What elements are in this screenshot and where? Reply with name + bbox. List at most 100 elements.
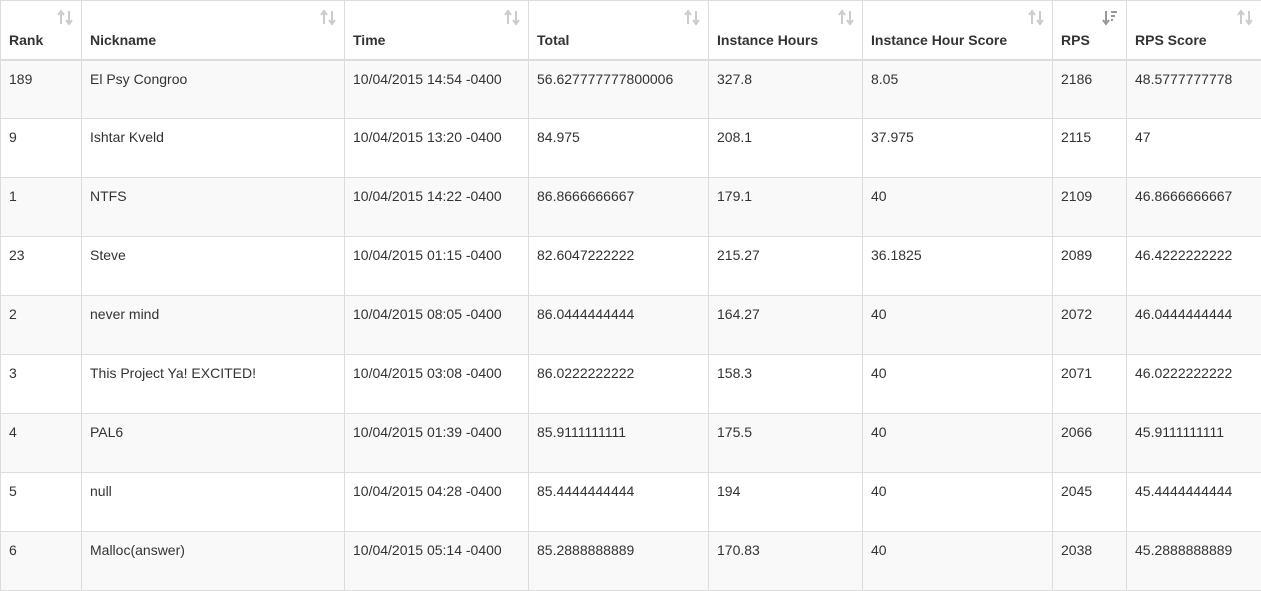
cell-rps: 2109 bbox=[1053, 178, 1127, 237]
cell-instance-hour-score: 37.975 bbox=[863, 119, 1053, 178]
cell-total: 85.4444444444 bbox=[529, 473, 709, 532]
cell-instance-hour-score: 8.05 bbox=[863, 60, 1053, 119]
cell-total: 86.8666666667 bbox=[529, 178, 709, 237]
cell-time: 10/04/2015 08:05 -0400 bbox=[345, 296, 529, 355]
column-header-label: RPS bbox=[1061, 32, 1090, 48]
sort-descending-icon[interactable] bbox=[1102, 9, 1118, 27]
column-header-label: Instance Hours bbox=[717, 32, 818, 48]
cell-rps: 2071 bbox=[1053, 355, 1127, 414]
cell-nickname: never mind bbox=[82, 296, 345, 355]
cell-total: 82.6047222222 bbox=[529, 237, 709, 296]
column-header-rps[interactable]: RPS bbox=[1053, 1, 1127, 60]
sort-both-icon[interactable] bbox=[504, 9, 520, 27]
sort-both-icon[interactable] bbox=[1028, 9, 1044, 27]
column-header-instance-hours[interactable]: Instance Hours bbox=[709, 1, 863, 60]
cell-total: 56.627777777800006 bbox=[529, 60, 709, 119]
cell-time: 10/04/2015 14:54 -0400 bbox=[345, 60, 529, 119]
cell-total: 84.975 bbox=[529, 119, 709, 178]
header-row: Rank Nickname Time Total Instance Hours Insta… bbox=[1, 1, 1261, 60]
cell-time: 10/04/2015 03:08 -0400 bbox=[345, 355, 529, 414]
column-header-label: Time bbox=[353, 32, 385, 48]
column-header-instance-hour-score[interactable]: Instance Hour Score bbox=[863, 1, 1053, 60]
cell-nickname: null bbox=[82, 473, 345, 532]
cell-total: 85.2888888889 bbox=[529, 532, 709, 591]
sort-both-icon[interactable] bbox=[1237, 9, 1253, 27]
cell-nickname: This Project Ya! EXCITED! bbox=[82, 355, 345, 414]
cell-instance-hours: 164.27 bbox=[709, 296, 863, 355]
cell-rps: 2115 bbox=[1053, 119, 1127, 178]
sort-both-icon[interactable] bbox=[57, 9, 73, 27]
column-header-label: Total bbox=[537, 32, 569, 48]
cell-rank: 9 bbox=[1, 119, 82, 178]
table-header: Rank Nickname Time Total Instance Hours Insta… bbox=[1, 1, 1261, 60]
cell-instance-hours: 208.1 bbox=[709, 119, 863, 178]
cell-time: 10/04/2015 04:28 -0400 bbox=[345, 473, 529, 532]
column-header-rank[interactable]: Rank bbox=[1, 1, 82, 60]
cell-nickname: NTFS bbox=[82, 178, 345, 237]
cell-instance-hours: 158.3 bbox=[709, 355, 863, 414]
cell-total: 86.0444444444 bbox=[529, 296, 709, 355]
cell-instance-hour-score: 40 bbox=[863, 178, 1053, 237]
cell-rps-score: 46.4222222222 bbox=[1127, 237, 1261, 296]
cell-instance-hours: 194 bbox=[709, 473, 863, 532]
cell-rank: 6 bbox=[1, 532, 82, 591]
cell-instance-hours: 175.5 bbox=[709, 414, 863, 473]
cell-instance-hours: 179.1 bbox=[709, 178, 863, 237]
cell-rps: 2072 bbox=[1053, 296, 1127, 355]
column-header-label: Instance Hour Score bbox=[871, 32, 1007, 48]
sort-both-icon[interactable] bbox=[320, 9, 336, 27]
cell-rps-score: 47 bbox=[1127, 119, 1261, 178]
cell-rps-score: 45.4444444444 bbox=[1127, 473, 1261, 532]
column-header-rps-score[interactable]: RPS Score bbox=[1127, 1, 1261, 60]
cell-nickname: Steve bbox=[82, 237, 345, 296]
cell-instance-hours: 170.83 bbox=[709, 532, 863, 591]
cell-time: 10/04/2015 14:22 -0400 bbox=[345, 178, 529, 237]
cell-rps-score: 46.0222222222 bbox=[1127, 355, 1261, 414]
cell-instance-hour-score: 40 bbox=[863, 414, 1053, 473]
column-header-nickname[interactable]: Nickname bbox=[82, 1, 345, 60]
cell-rps: 2186 bbox=[1053, 60, 1127, 119]
column-header-total[interactable]: Total bbox=[529, 1, 709, 60]
cell-rank: 189 bbox=[1, 60, 82, 119]
cell-total: 86.0222222222 bbox=[529, 355, 709, 414]
column-header-time[interactable]: Time bbox=[345, 1, 529, 60]
cell-time: 10/04/2015 01:15 -0400 bbox=[345, 237, 529, 296]
cell-rps-score: 46.0444444444 bbox=[1127, 296, 1261, 355]
cell-rps: 2089 bbox=[1053, 237, 1127, 296]
cell-rps: 2066 bbox=[1053, 414, 1127, 473]
cell-instance-hour-score: 40 bbox=[863, 296, 1053, 355]
sort-both-icon[interactable] bbox=[684, 9, 700, 27]
cell-nickname: El Psy Congroo bbox=[82, 60, 345, 119]
cell-time: 10/04/2015 01:39 -0400 bbox=[345, 414, 529, 473]
cell-rank: 2 bbox=[1, 296, 82, 355]
cell-rps-score: 45.2888888889 bbox=[1127, 532, 1261, 591]
cell-instance-hours: 327.8 bbox=[709, 60, 863, 119]
cell-rps: 2045 bbox=[1053, 473, 1127, 532]
cell-rank: 23 bbox=[1, 237, 82, 296]
cell-rank: 1 bbox=[1, 178, 82, 237]
cell-nickname: Ishtar Kveld bbox=[82, 119, 345, 178]
cell-instance-hour-score: 40 bbox=[863, 532, 1053, 591]
cell-rps-score: 46.8666666667 bbox=[1127, 178, 1261, 237]
cell-instance-hour-score: 36.1825 bbox=[863, 237, 1053, 296]
cell-rank: 5 bbox=[1, 473, 82, 532]
column-header-label: Rank bbox=[9, 32, 43, 48]
cell-rps-score: 48.5777777778 bbox=[1127, 60, 1261, 119]
cell-nickname: Malloc(answer) bbox=[82, 532, 345, 591]
cell-instance-hour-score: 40 bbox=[863, 473, 1053, 532]
sort-both-icon[interactable] bbox=[838, 9, 854, 27]
cell-instance-hour-score: 40 bbox=[863, 355, 1053, 414]
cell-rank: 3 bbox=[1, 355, 82, 414]
cell-nickname: PAL6 bbox=[82, 414, 345, 473]
cell-total: 85.9111111111 bbox=[529, 414, 709, 473]
